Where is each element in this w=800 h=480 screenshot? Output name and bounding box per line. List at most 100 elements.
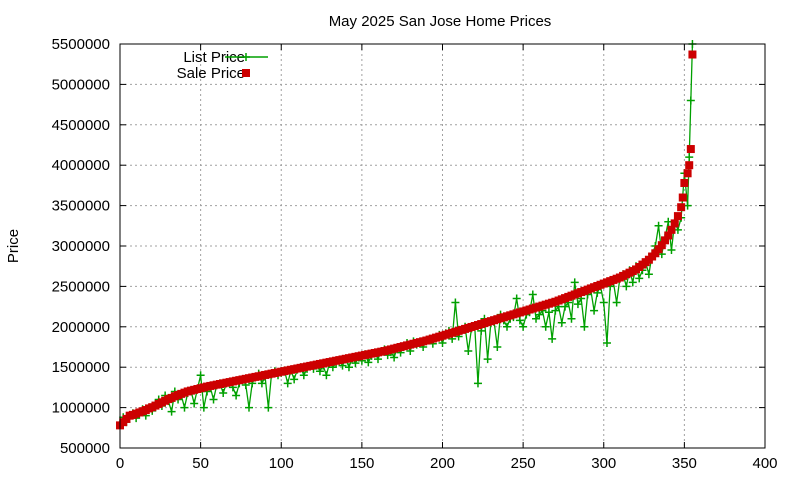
list-price-point bbox=[548, 334, 557, 343]
series-layer bbox=[116, 40, 697, 430]
list-price-point bbox=[299, 371, 308, 380]
list-price-point bbox=[622, 282, 631, 291]
x-tick-label: 300 bbox=[591, 455, 616, 472]
legend-marker-list-price bbox=[242, 53, 250, 61]
sale-price-point bbox=[651, 249, 660, 258]
list-price-point bbox=[628, 278, 637, 287]
sale-price-point bbox=[664, 231, 673, 240]
list-price-point bbox=[322, 371, 331, 380]
x-tick-labels: 0 50 100 150 200 250 300 350 400 bbox=[116, 455, 778, 472]
chart-title: May 2025 San Jose Home Prices bbox=[329, 13, 552, 30]
x-tick-label: 200 bbox=[430, 455, 455, 472]
list-price-point bbox=[612, 298, 621, 307]
sale-price-point bbox=[688, 50, 697, 59]
list-price-point bbox=[535, 310, 544, 319]
list-price-point bbox=[464, 347, 473, 356]
x-tick-label: 350 bbox=[672, 455, 697, 472]
list-price-point bbox=[685, 153, 694, 162]
y-tick-label: 1500000 bbox=[52, 359, 110, 376]
sale-price-point bbox=[678, 193, 687, 202]
sale-price-point bbox=[667, 225, 676, 234]
list-price-point bbox=[654, 221, 663, 230]
list-price-point bbox=[512, 294, 521, 303]
list-price-point bbox=[551, 306, 560, 315]
list-price-point bbox=[344, 363, 353, 372]
list-price-point bbox=[519, 322, 528, 331]
list-price-point bbox=[503, 322, 511, 331]
list-price-point bbox=[635, 274, 644, 283]
list-price-point bbox=[599, 298, 608, 307]
sale-price-point bbox=[670, 219, 679, 228]
list-price-point bbox=[532, 314, 541, 323]
sale-price-point bbox=[680, 178, 689, 187]
sale-price-point bbox=[683, 169, 692, 178]
y-tick-label: 4000000 bbox=[52, 157, 110, 174]
legend-marker-sale-price bbox=[242, 69, 250, 77]
y-tick-labels: 500000 1000000 1500000 2000000 2500000 300000… bbox=[52, 36, 110, 457]
list-price-point bbox=[561, 302, 570, 311]
y-tick-label: 2000000 bbox=[52, 319, 110, 336]
list-price-point bbox=[483, 355, 492, 364]
list-price-point bbox=[567, 314, 576, 323]
sale-price-point bbox=[661, 236, 670, 245]
x-tick-label: 400 bbox=[752, 455, 777, 472]
sale-price-point bbox=[657, 241, 666, 250]
list-price-point bbox=[167, 407, 176, 416]
list-price-point bbox=[364, 358, 373, 367]
list-price-point bbox=[219, 389, 228, 398]
sale-price-point bbox=[685, 161, 694, 170]
list-price-point bbox=[190, 399, 199, 408]
series-list-price bbox=[116, 40, 697, 429]
y-tick-label: 5000000 bbox=[52, 76, 110, 93]
list-price-point bbox=[667, 246, 676, 255]
x-tick-label: 150 bbox=[349, 455, 374, 472]
list-price-point bbox=[390, 353, 399, 362]
list-price-point bbox=[199, 403, 208, 412]
list-price-point bbox=[283, 379, 292, 388]
list-price-point bbox=[515, 316, 524, 325]
grid-lines bbox=[120, 44, 765, 448]
series-sale-price bbox=[116, 50, 697, 430]
y-tick-label: 2500000 bbox=[52, 278, 110, 295]
list-price-point bbox=[451, 298, 460, 307]
x-tick-label: 0 bbox=[116, 455, 124, 472]
list-price-point bbox=[541, 322, 550, 331]
list-price-point bbox=[686, 96, 695, 105]
y-tick-label: 3500000 bbox=[52, 198, 110, 215]
list-price-point bbox=[602, 338, 611, 347]
list-price-point bbox=[473, 379, 482, 388]
y-tick-label: 4500000 bbox=[52, 117, 110, 134]
y-tick-label: 500000 bbox=[60, 440, 110, 457]
list-price-point bbox=[196, 371, 205, 380]
x-tick-label: 250 bbox=[511, 455, 536, 472]
list-price-point bbox=[570, 278, 579, 287]
sale-price-point bbox=[677, 203, 686, 212]
list-price-point bbox=[232, 391, 241, 400]
list-price-point bbox=[557, 318, 566, 327]
list-price-point bbox=[590, 306, 599, 315]
sale-price-point bbox=[686, 145, 695, 154]
list-price-point bbox=[493, 343, 502, 351]
list-price-point bbox=[580, 322, 589, 331]
list-price-point bbox=[644, 270, 653, 279]
legend-label-list-price: List Price bbox=[183, 49, 245, 66]
y-tick-label: 3000000 bbox=[52, 238, 110, 255]
legend-label-sale-price: Sale Price bbox=[177, 65, 245, 82]
sale-price-point bbox=[654, 245, 663, 254]
list-price-point bbox=[290, 375, 299, 384]
list-price-point bbox=[264, 403, 273, 412]
list-price-point bbox=[180, 403, 189, 412]
list-price-point bbox=[209, 395, 218, 404]
sale-price-point bbox=[673, 212, 682, 221]
list-price-point bbox=[573, 300, 582, 309]
list-price-point bbox=[257, 379, 266, 388]
x-tick-label: 100 bbox=[269, 455, 294, 472]
list-price-point bbox=[544, 308, 553, 317]
x-tick-label: 50 bbox=[192, 455, 209, 472]
list-price-point bbox=[528, 290, 537, 299]
list-price-point bbox=[245, 403, 253, 412]
y-tick-label: 1000000 bbox=[52, 400, 110, 417]
y-tick-label: 5500000 bbox=[52, 36, 110, 53]
